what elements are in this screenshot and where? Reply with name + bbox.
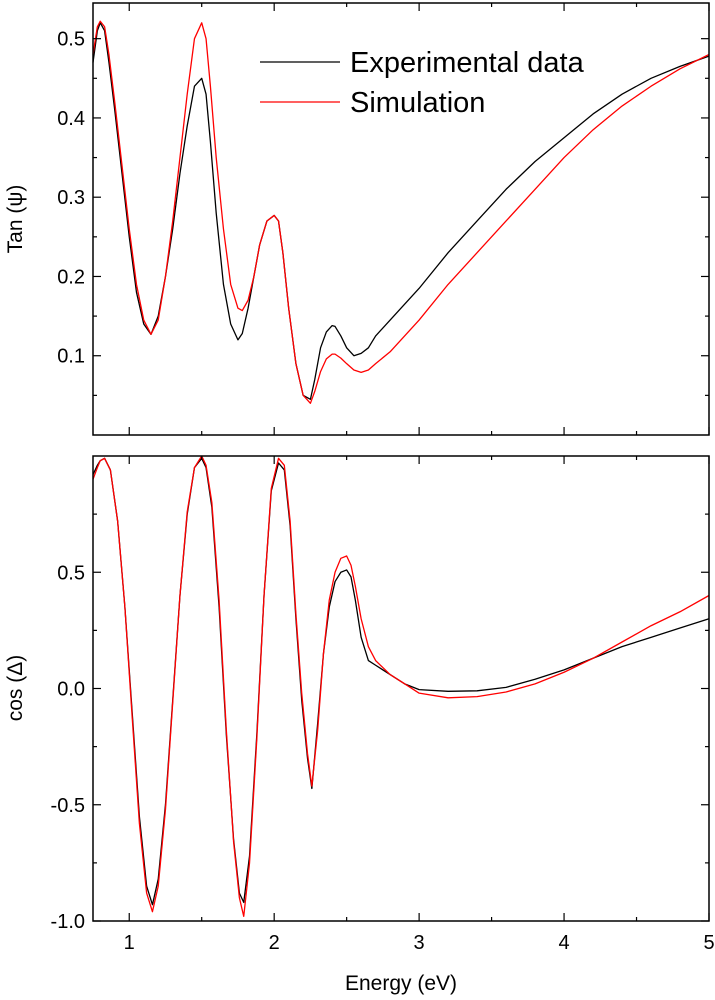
cos-delta-series-layer	[92, 455, 710, 917]
legend: Experimental data Simulation	[260, 47, 585, 119]
cos-delta-y-tick-label: -0.5	[51, 795, 85, 817]
tan-psi-panel: 0.1 0.2 0.3 0.4 0.5 Tan (ψ) Experimental dat…	[4, 2, 710, 436]
x-axis-label: Energy (eV)	[345, 972, 457, 995]
tan-psi-series-simulation	[92, 20, 710, 404]
cos-delta-x-tick-label: 2	[269, 932, 280, 954]
legend-label-simulation: Simulation	[350, 87, 485, 119]
cos-delta-x-tick-label: 5	[703, 932, 714, 954]
tan-psi-series-layer	[92, 20, 710, 404]
tan-psi-series-experimental	[92, 22, 710, 400]
tan-psi-plot-frame	[92, 2, 710, 436]
cos-delta-y-axis-label: cos (Δ)	[4, 655, 27, 722]
legend-label-experimental: Experimental data	[350, 47, 585, 79]
tan-psi-y-tick-label: 0.4	[57, 108, 85, 130]
tan-psi-y-tick-label: 0.3	[57, 187, 85, 209]
cos-delta-panel: -1.0 -0.5 0.0 0.5 1 2 3 4 5 cos (Δ) Energy (eV)	[4, 455, 715, 995]
tan-psi-ticks	[93, 3, 710, 435]
cos-delta-x-tick-label: 1	[124, 932, 135, 954]
tan-psi-y-axis-label: Tan (ψ)	[4, 185, 27, 254]
cos-delta-ticks	[93, 456, 710, 922]
cos-delta-y-tick-label: 0.5	[57, 562, 85, 584]
tan-psi-y-tick-label: 0.5	[57, 29, 85, 51]
tan-psi-y-tick-label: 0.2	[57, 266, 85, 288]
cos-delta-series-experimental	[92, 457, 710, 906]
tan-psi-y-tick-label: 0.1	[57, 346, 85, 368]
cos-delta-x-tick-label: 3	[414, 932, 425, 954]
cos-delta-y-tick-label: 0.0	[57, 679, 85, 701]
cos-delta-x-tick-label: 4	[558, 932, 569, 954]
cos-delta-series-simulation	[92, 455, 710, 917]
tan-psi-tick-labels: 0.1 0.2 0.3 0.4 0.5	[57, 29, 85, 368]
cos-delta-tick-labels: -1.0 -0.5 0.0 0.5 1 2 3 4 5	[51, 562, 715, 954]
cos-delta-y-tick-label: -1.0	[51, 911, 85, 933]
